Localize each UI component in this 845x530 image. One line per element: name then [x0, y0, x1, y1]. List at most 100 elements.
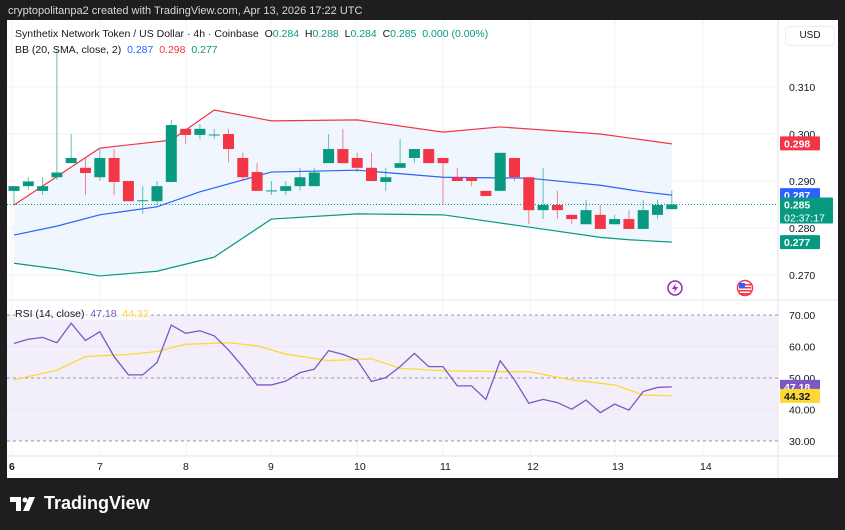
time-tick-label: 11	[440, 461, 451, 473]
candle	[580, 199, 592, 225]
close-value: 0.285	[390, 28, 417, 40]
candle	[408, 149, 420, 164]
candle-body	[194, 128, 206, 135]
candle	[652, 199, 663, 220]
flag-stripe	[739, 293, 751, 295]
candle-body	[494, 152, 506, 191]
candle-body	[165, 125, 177, 182]
rsi-tag-label: 44.32	[784, 391, 810, 403]
candle-body	[137, 200, 149, 202]
candle-body	[151, 186, 163, 202]
currency-button[interactable]: USD	[785, 26, 835, 46]
rsi-legend[interactable]: RSI (14, close) 47.18 44.32	[15, 308, 149, 320]
candle-body	[80, 167, 91, 174]
tradingview-logo-icon	[10, 496, 35, 511]
rsi-tick-label: 30.00	[789, 436, 815, 448]
price-tick-label: 0.280	[789, 223, 815, 235]
price-tick-label: 0.290	[789, 176, 815, 188]
candle-body	[423, 149, 435, 164]
candle-body	[666, 204, 678, 210]
candle	[380, 167, 392, 191]
price-tag-label: 0.298	[784, 138, 810, 150]
candle-body	[523, 177, 535, 211]
candle	[22, 177, 34, 190]
candle	[223, 128, 234, 163]
candle-body	[280, 186, 292, 191]
rsi-ma-value: 44.32	[122, 308, 149, 320]
candle-body	[223, 134, 234, 150]
flag-canton	[739, 283, 745, 288]
candle-body	[308, 172, 320, 187]
bb-lower-value: 0.277	[191, 44, 218, 56]
time-tick-label: 10	[354, 461, 366, 473]
candle-body	[94, 157, 106, 178]
bb-label: BB (20, SMA, close, 2)	[15, 44, 122, 56]
candle	[451, 167, 463, 181]
candle-body	[65, 157, 77, 164]
candle-body	[652, 204, 663, 215]
candle-body	[180, 128, 192, 135]
candle-body	[37, 186, 49, 191]
candle	[308, 167, 320, 187]
price-tick-label: 0.270	[789, 270, 815, 282]
time-tick-label: 12	[527, 461, 539, 473]
price-tick-label: 0.310	[789, 82, 815, 94]
us-flag-icon[interactable]	[736, 279, 754, 297]
candle-body	[351, 157, 363, 168]
candle-body	[566, 214, 578, 220]
time-tick-label: 9	[268, 461, 274, 473]
candle-body	[366, 167, 377, 181]
candle	[108, 149, 120, 196]
candle-body	[609, 219, 621, 225]
candle	[609, 214, 621, 225]
candle	[65, 134, 77, 164]
symbol-legend: Synthetix Network Token / US Dollar · 4h…	[15, 28, 489, 40]
candle	[194, 124, 206, 140]
candle	[366, 152, 377, 181]
candle	[423, 149, 435, 164]
high-value: 0.288	[312, 28, 339, 40]
price-tag	[780, 136, 820, 151]
candle	[523, 177, 535, 225]
price-tag	[780, 197, 833, 224]
bb-upper-value: 0.298	[159, 44, 186, 56]
chart-credit: cryptopolitanpa2 created with TradingVie…	[8, 5, 363, 17]
candle-body	[580, 210, 592, 225]
chart-frame[interactable]: 0.310 0.300 0.290 0.280 0.270 0.298 0.287 0.285…	[7, 20, 838, 478]
countdown-label: 02:37:17	[784, 213, 825, 225]
candle-body	[480, 190, 492, 197]
tradingview-logo[interactable]: TradingView	[10, 493, 150, 514]
rsi-tick-label: 60.00	[789, 342, 815, 354]
candle	[594, 204, 606, 229]
candle-body	[466, 177, 478, 181]
symbol-title: Synthetix Network Token / US Dollar · 4h…	[15, 28, 259, 40]
candle-body	[394, 163, 406, 168]
rsi-label: RSI (14, close)	[15, 308, 85, 320]
bb-legend[interactable]: BB (20, SMA, close, 2) 0.287 0.298 0.277	[15, 44, 218, 56]
candle	[151, 181, 163, 205]
rsi-line	[13, 322, 672, 414]
candle-body	[51, 172, 63, 178]
rsi-tag	[780, 388, 820, 403]
candle-body	[408, 149, 420, 158]
candle	[80, 157, 91, 196]
time-tick-label: 14	[700, 461, 712, 473]
candle-body	[594, 214, 606, 229]
candle	[537, 167, 549, 220]
price-tag	[780, 235, 820, 250]
bb-basis-value: 0.287	[127, 44, 154, 56]
candle	[251, 163, 263, 191]
candle	[208, 128, 220, 140]
chart-canvas[interactable]: 0.3100.3000.2900.2800.2700.2980.2870.285…	[7, 20, 838, 478]
candle	[566, 214, 578, 225]
rsi-value: 47.18	[90, 308, 117, 320]
candle-body	[623, 219, 635, 229]
candle	[280, 181, 292, 196]
candle	[94, 149, 106, 181]
candle	[466, 177, 478, 187]
candle	[551, 190, 563, 220]
candle-body	[509, 157, 520, 178]
candle	[623, 210, 635, 229]
lightning-icon[interactable]	[667, 280, 683, 296]
candle-body	[637, 210, 649, 229]
